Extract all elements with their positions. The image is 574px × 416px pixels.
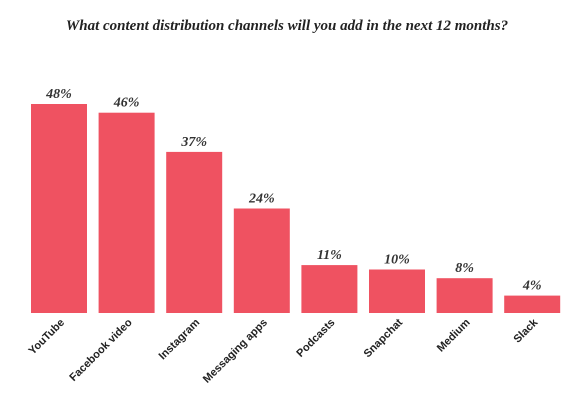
x-tick-label: Slack [512,316,541,345]
x-tick-label: Instagram [157,316,203,362]
x-tick-labels-group: YouTube Facebook video InstagramMessaging … [27,316,541,386]
bar-medium [436,278,493,313]
value-label: 4% [522,279,542,294]
bars-group [31,104,561,313]
bar-instagram [166,151,223,313]
x-tick-label: YouTube [27,317,68,358]
value-label: 10% [384,253,410,268]
x-tick-label: Facebook video [67,316,134,383]
chart-title: What content distribution channels will … [66,18,508,34]
x-tick-label: Messaging apps [201,317,270,386]
bar-snapchat [369,269,425,313]
value-label: 24% [248,192,275,207]
bar-facebook-video [98,112,155,313]
bar-messaging-apps [233,208,290,313]
value-label: 48% [45,87,72,102]
bar-podcasts [301,265,358,313]
value-label: 46% [113,96,140,111]
x-tick-label: Medium [435,316,473,354]
value-label: 37% [180,135,207,150]
bar-slack [504,295,561,313]
x-tick-label: Snapchat [362,316,406,360]
x-tick-label: Podcasts [294,317,337,360]
value-label: 8% [455,261,474,276]
bar-youtube [31,104,87,313]
value-labels-group: 48% 46% 37% 24% 11% 10% 8% 4% [45,87,541,294]
value-label: 11% [317,248,342,263]
